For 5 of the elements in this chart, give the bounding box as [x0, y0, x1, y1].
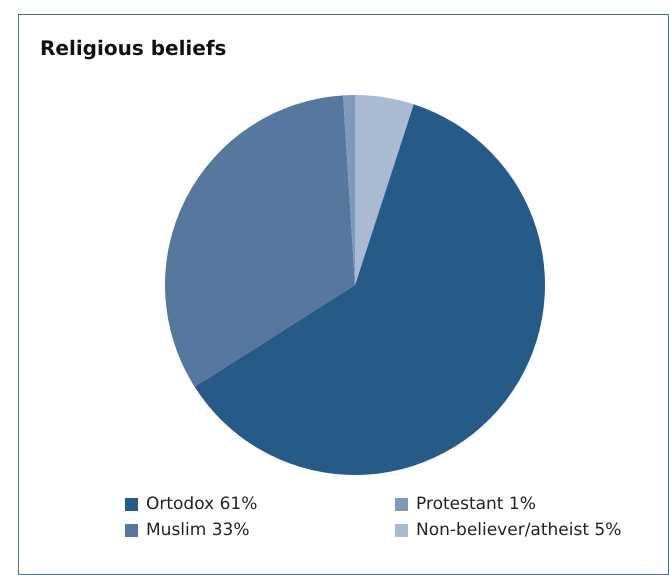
legend-label: Muslim 33%	[146, 520, 250, 540]
legend-label: Protestant 1%	[416, 494, 536, 514]
legend-label: Ortodox 61%	[146, 494, 258, 514]
chart-title: Religious beliefs	[40, 36, 226, 60]
legend-label: Non-believer/atheist 5%	[416, 520, 622, 540]
